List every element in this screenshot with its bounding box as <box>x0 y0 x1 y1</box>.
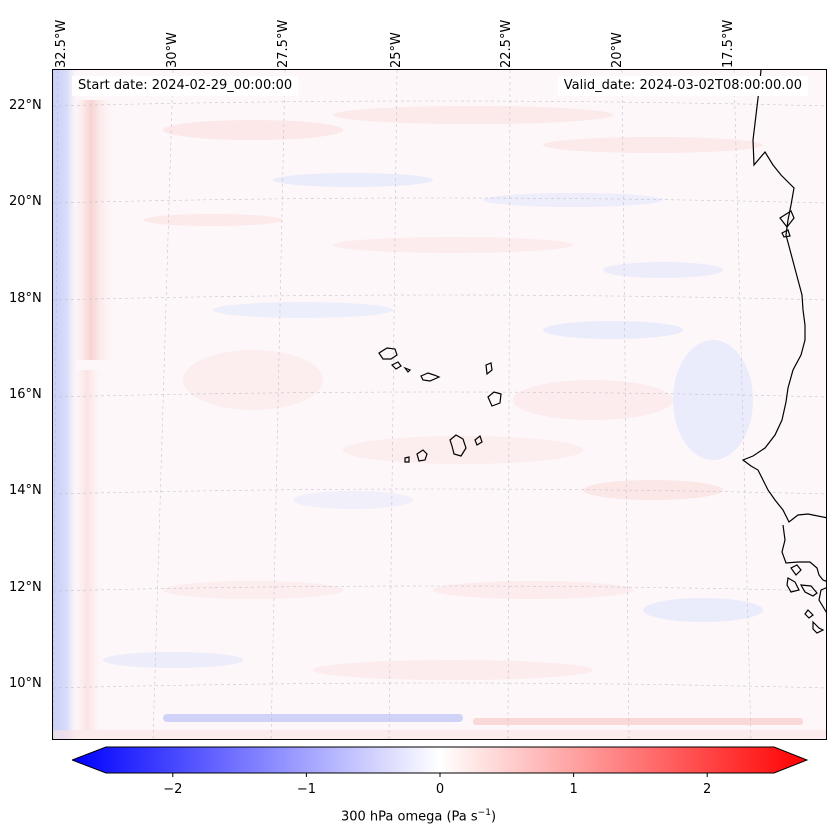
lat-tick-label: 12°N <box>9 580 42 595</box>
island-santiago <box>449 434 467 457</box>
island-fogo <box>416 449 428 462</box>
omega-field-map <box>53 70 826 739</box>
cape-verde-islands <box>378 347 502 463</box>
colorbar: −2 −1 0 1 2 <box>72 746 808 797</box>
africa-coastline <box>741 70 826 634</box>
lat-tick-label: 20°N <box>9 194 42 209</box>
lat-tick-label: 10°N <box>9 676 42 691</box>
graticule <box>53 70 826 739</box>
lon-tick-label: 32.5°W <box>54 19 69 68</box>
island-santa-luzia <box>403 366 412 373</box>
colorbar-label: 300 hPa omega (Pa s−1) <box>340 808 497 825</box>
lat-tick-label: 18°N <box>9 291 42 306</box>
valid-date-label: Valid_date: 2024-03-02T08:00:00.00 <box>557 76 808 96</box>
lat-tick-label: 16°N <box>9 387 42 402</box>
colorbar-tick-label: −1 <box>297 782 316 797</box>
lat-tick-label: 22°N <box>9 98 42 113</box>
start-date-label: Start date: 2024-02-29_00:00:00 <box>72 76 299 96</box>
lon-tick-label: 17.5°W <box>721 19 736 68</box>
colorbar-tick-label: 1 <box>569 782 577 797</box>
island-santo-antao <box>378 347 398 360</box>
lat-tick-label: 14°N <box>9 483 42 498</box>
colorbar-ticks: −2 −1 0 1 2 <box>163 773 711 797</box>
island-boa-vista <box>487 391 502 407</box>
island-sao-nicolau <box>420 372 441 382</box>
colorbar-tick-label: −2 <box>163 782 182 797</box>
lon-tick-label: 30°W <box>165 32 180 68</box>
lon-tick-label: 27.5°W <box>276 19 291 68</box>
map-panel[interactable] <box>52 69 827 740</box>
island-brava <box>404 456 410 463</box>
island-sal <box>485 362 493 376</box>
lon-tick-label: 20°W <box>610 32 625 68</box>
colorbar-body <box>72 746 808 774</box>
lon-tick-label: 22.5°W <box>499 19 514 68</box>
colorbar-tick-label: 0 <box>436 782 444 797</box>
island-maio <box>474 434 483 446</box>
lon-tick-label: 25°W <box>389 32 404 68</box>
colorbar-tick-label: 2 <box>703 782 711 797</box>
field-shading <box>53 70 826 739</box>
island-sao-vicente <box>390 361 402 370</box>
